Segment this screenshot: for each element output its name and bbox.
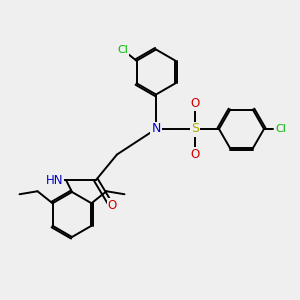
Text: HN: HN	[46, 173, 63, 187]
Text: S: S	[191, 122, 199, 136]
Text: N: N	[151, 122, 161, 136]
Text: O: O	[190, 97, 200, 110]
Text: Cl: Cl	[118, 45, 128, 55]
Text: O: O	[190, 148, 200, 161]
Text: Cl: Cl	[275, 124, 286, 134]
Text: O: O	[108, 199, 117, 212]
